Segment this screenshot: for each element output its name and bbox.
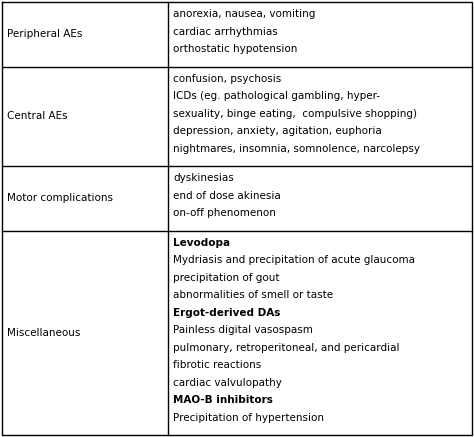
Text: dyskinesias: dyskinesias — [173, 173, 234, 183]
Text: cardiac valvulopathy: cardiac valvulopathy — [173, 378, 282, 388]
Text: abnormalities of smell or taste: abnormalities of smell or taste — [173, 290, 333, 300]
Text: Miscellaneous: Miscellaneous — [7, 328, 81, 338]
Text: pulmonary, retroperitoneal, and pericardial: pulmonary, retroperitoneal, and pericard… — [173, 343, 400, 353]
Text: confusion, psychosis: confusion, psychosis — [173, 74, 282, 84]
Text: sexuality, binge eating,  compulsive shopping): sexuality, binge eating, compulsive shop… — [173, 109, 417, 119]
Text: Peripheral AEs: Peripheral AEs — [7, 29, 82, 39]
Text: Central AEs: Central AEs — [7, 111, 68, 121]
Text: anorexia, nausea, vomiting: anorexia, nausea, vomiting — [173, 9, 316, 19]
Text: Precipitation of hypertension: Precipitation of hypertension — [173, 413, 324, 423]
Text: nightmares, insomnia, somnolence, narcolepsy: nightmares, insomnia, somnolence, narcol… — [173, 144, 420, 154]
Text: end of dose akinesia: end of dose akinesia — [173, 191, 281, 201]
Text: depression, anxiety, agitation, euphoria: depression, anxiety, agitation, euphoria — [173, 126, 382, 136]
Text: fibrotic reactions: fibrotic reactions — [173, 360, 262, 370]
Text: Levodopa: Levodopa — [173, 238, 230, 248]
Text: MAO-B inhibitors: MAO-B inhibitors — [173, 395, 273, 405]
Text: cardiac arrhythmias: cardiac arrhythmias — [173, 27, 278, 37]
Text: on-off phenomenon: on-off phenomenon — [173, 208, 276, 218]
Text: orthostatic hypotension: orthostatic hypotension — [173, 44, 298, 54]
Text: Ergot-derived DAs: Ergot-derived DAs — [173, 308, 281, 318]
Text: Mydriasis and precipitation of acute glaucoma: Mydriasis and precipitation of acute gla… — [173, 255, 415, 265]
Text: Painless digital vasospasm: Painless digital vasospasm — [173, 325, 313, 335]
Text: ICDs (eg. pathological gambling, hyper-: ICDs (eg. pathological gambling, hyper- — [173, 91, 381, 101]
Text: precipitation of gout: precipitation of gout — [173, 273, 280, 283]
Text: Motor complications: Motor complications — [7, 193, 113, 203]
